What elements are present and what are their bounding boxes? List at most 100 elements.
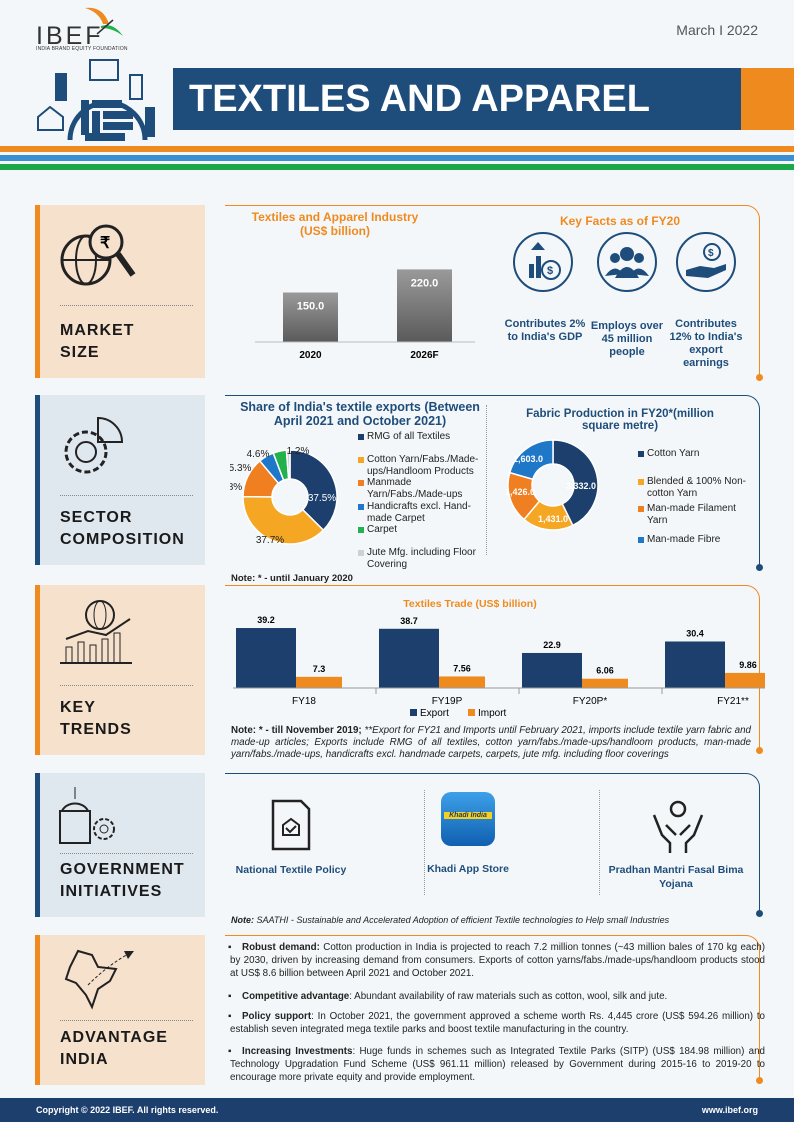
rupee-globe-magnifier-icon: ₹: [60, 224, 136, 286]
key-trends-panel: KEY TRENDS: [35, 585, 205, 755]
bar-value-label: 7.3: [313, 664, 326, 674]
khadi-india-app-icon[interactable]: Khadi India: [441, 792, 495, 846]
divider: [60, 305, 193, 306]
svg-text:$: $: [708, 248, 714, 259]
export-bar: [665, 641, 725, 688]
industry-chart-title: Textiles and Apparel Industry (US$ billi…: [251, 210, 419, 238]
textile-illustration-icon: [37, 59, 155, 141]
legend-label: Man-made Fibre: [647, 534, 721, 545]
legend-label: Man-made Filament Yarn: [647, 503, 736, 526]
pie-slice: [552, 439, 599, 527]
key-trends-frame: [225, 585, 760, 750]
export-bar: [236, 628, 296, 688]
government-frame: [225, 773, 760, 913]
export-bar: [379, 628, 439, 688]
import-bar: [439, 676, 485, 688]
import-bar: [582, 678, 628, 688]
legend-label: Jute Mfg. including Floor Covering: [367, 547, 476, 570]
exports-pie-chart: 37.5% 37.7% 13.8% 5.3% 4.6% 1.2%: [230, 446, 338, 546]
gear-pie-icon: [64, 416, 124, 474]
initiative-label[interactable]: Khadi App Store: [427, 863, 509, 875]
legend-label: Import: [478, 708, 507, 719]
india-map-plane-icon: [64, 949, 134, 1010]
slice-value-label: 3,332.0: [566, 481, 596, 491]
frame-dot: [756, 910, 763, 917]
sector-note: Note: * - until January 2020: [231, 573, 353, 584]
divider: [599, 790, 600, 895]
bullet-heading: Policy support: [242, 1011, 312, 1022]
green-stripe: [0, 164, 794, 170]
pie-slice: [242, 495, 325, 545]
x-tick-label: FY19P: [432, 696, 463, 707]
legend-swatch: [358, 504, 364, 510]
page-title: TEXTILES AND APPAREL: [173, 68, 741, 130]
initiative-label[interactable]: National Textile Policy: [235, 864, 347, 876]
legend-swatch: [358, 434, 364, 440]
pie-slice: [285, 449, 291, 480]
ibef-logo: IBEF: [36, 22, 104, 50]
legend-label: Manmade Yarn/Fabs./Made-ups: [367, 477, 463, 500]
legend-swatch: [638, 479, 644, 485]
legend-swatch: [358, 527, 364, 533]
divider: [60, 685, 193, 686]
legend-label: Carpet: [367, 524, 398, 535]
bar-value-label: 22.9: [543, 640, 561, 650]
dollar-growth-icon: $: [513, 232, 573, 292]
legend-label: Cotton Yarn/Fabs./Made-ups/Handloom Prod…: [367, 454, 479, 477]
legend-swatch: [358, 550, 364, 556]
legend-label: Blended & 100% Non-cotton Yarn: [647, 476, 746, 499]
slice-value-label: 13.8%: [230, 482, 242, 493]
fabric-pie-chart: 3,332.0 1,431.0 1,426.0 1,603.0: [505, 439, 599, 531]
slice-value-label: 1.2%: [287, 446, 310, 457]
frame-dot: [756, 747, 763, 754]
copyright: Copyright © 2022 IBEF. All rights reserv…: [36, 1105, 219, 1115]
bullet-text: : Abundant availability of raw materials…: [349, 991, 668, 1002]
legend-item: Man-made Filament Yarn: [638, 503, 748, 527]
divider: [424, 790, 425, 895]
initiative-label[interactable]: Pradhan Mantri Fasal Bima Yojana: [608, 864, 744, 890]
hands-raised-icon[interactable]: [648, 795, 704, 853]
website-link[interactable]: www.ibef.org: [701, 1105, 758, 1115]
legend-item: Cotton Yarn: [638, 448, 748, 460]
bar-value-label: 6.06: [596, 666, 614, 676]
publication-date: March I 2022: [676, 22, 758, 38]
legend-swatch: [468, 709, 475, 716]
ibef-bird-logo-icon: [85, 7, 123, 36]
market-size-frame: [225, 205, 760, 377]
bullet-heading: Robust demand:: [242, 942, 320, 953]
legend-swatch: [358, 480, 364, 486]
bar-value-label: 150.0: [297, 301, 325, 313]
divider: [60, 1020, 193, 1021]
legend-item: Cotton Yarn/Fabs./Made-ups/Handloom Prod…: [358, 454, 483, 478]
key-facts-title: Key Facts as of FY20: [559, 214, 681, 228]
government-building-icon: [59, 787, 115, 844]
bullet-text: Cotton production in India is projected …: [230, 942, 765, 979]
people-icon: [597, 232, 657, 292]
svg-text:₹: ₹: [100, 235, 110, 252]
legend-label: Handicrafts excl. Hand-made Carpet: [367, 501, 471, 524]
section-title-advantage-india: ADVANTAGE INDIA: [60, 1029, 168, 1068]
trends-note: Note: * - till November 2019; **Export f…: [231, 725, 751, 760]
key-fact-text: Contributes 2% to India's GDP: [504, 318, 586, 343]
policy-document-icon[interactable]: [263, 795, 319, 851]
import-bar: [296, 676, 342, 688]
x-tick-label: FY18: [292, 696, 316, 707]
svg-text:$: $: [547, 265, 553, 277]
export-bar: [522, 652, 582, 688]
legend-swatch: [638, 451, 644, 457]
legend-swatch: [638, 506, 644, 512]
advantage-bullet: Policy support: In October 2021, the gov…: [228, 1010, 765, 1036]
sector-frame: [225, 395, 760, 567]
section-title-market-size: MARKET SIZE: [60, 322, 135, 361]
exports-pie-title: Share of India's textile exports (Betwee…: [240, 400, 480, 428]
divider: [486, 405, 487, 555]
legend-swatch: [358, 457, 364, 463]
hand-dollar-icon: $: [676, 232, 736, 292]
slice-value-label: 37.7%: [256, 535, 284, 546]
advantage-bullet: Competitive advantage: Abundant availabi…: [228, 990, 765, 1003]
bullet-heading: Increasing Investments: [242, 1046, 353, 1057]
slice-value-label: 1,431.0: [538, 514, 568, 524]
trade-chart-title: Textiles Trade (US$ billion): [403, 598, 537, 610]
section-title-sector-composition: SECTOR COMPOSITION: [60, 509, 185, 548]
key-fact-text: Employs over 45 million people: [590, 320, 664, 358]
